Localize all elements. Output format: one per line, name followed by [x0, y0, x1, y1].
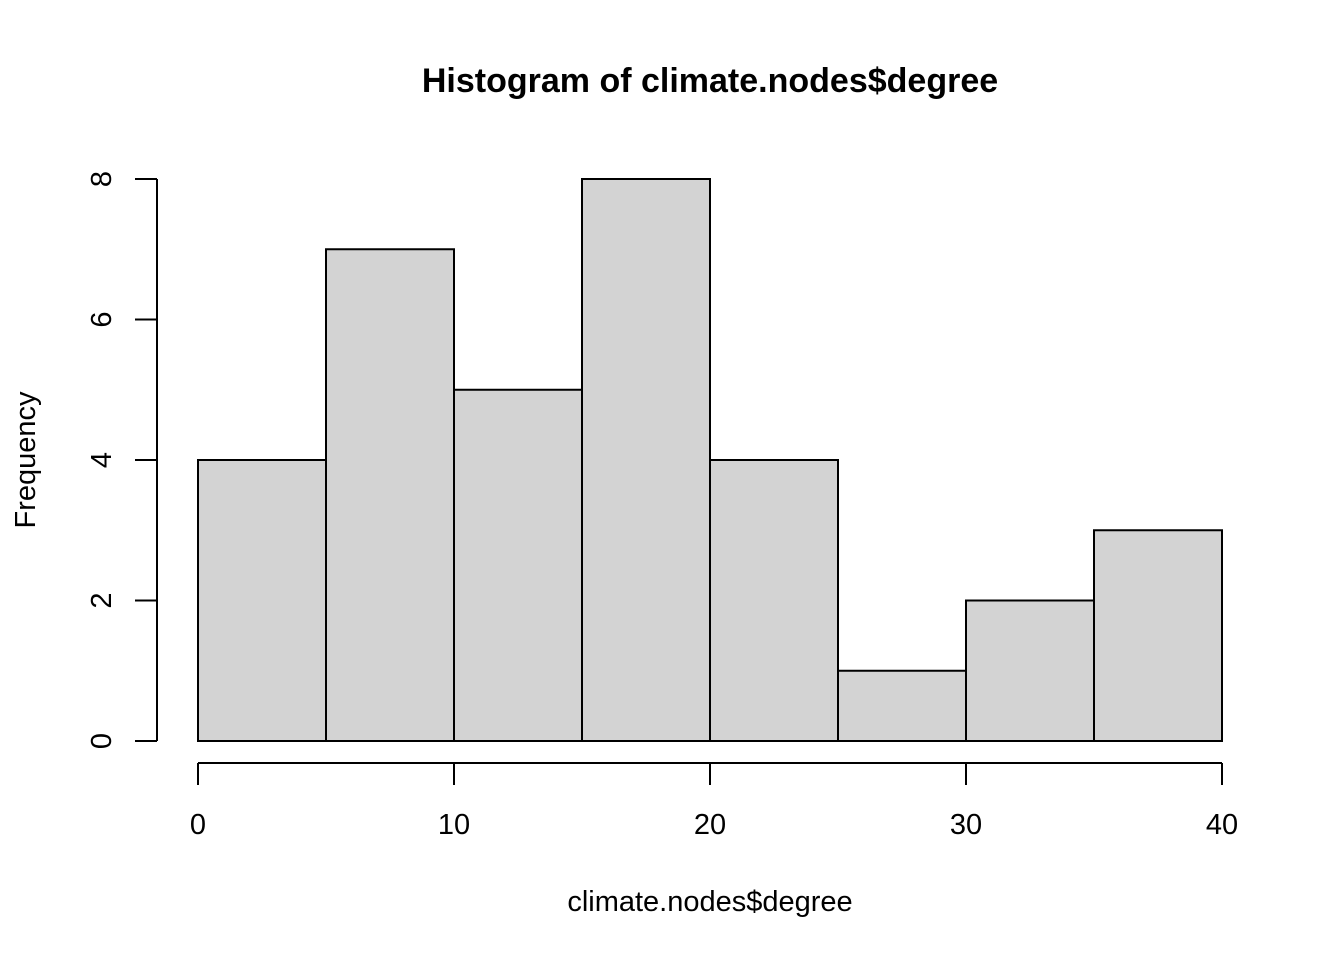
histogram-bar-5: [709, 459, 839, 742]
histogram-bar-3: [453, 388, 583, 742]
histogram-bar-1: [197, 459, 327, 742]
y-axis-label: Frequency: [10, 391, 42, 529]
y-tick-label-0: 0: [86, 733, 118, 749]
y-tick-label-2: 2: [86, 592, 118, 608]
histogram-bar-7: [965, 599, 1095, 742]
x-axis: 0 10 20 30 40: [190, 762, 1238, 841]
histogram-bar-2: [325, 248, 455, 742]
x-tick-label-0: 0: [190, 809, 206, 841]
histogram-bar-8: [1093, 529, 1223, 742]
y-axis: 0 2 4 6 8: [86, 171, 158, 749]
x-tick-label-20: 20: [694, 809, 726, 841]
histogram-bar-6: [837, 669, 967, 742]
y-tick-label-4: 4: [86, 452, 118, 468]
x-tick-label-30: 30: [950, 809, 982, 841]
histogram-bar-4: [581, 178, 711, 742]
y-tick-label-8: 8: [86, 171, 118, 187]
bars-group: [197, 178, 1223, 742]
x-axis-label: climate.nodes$degree: [567, 886, 852, 918]
y-tick-label-6: 6: [86, 311, 118, 327]
x-tick-label-10: 10: [438, 809, 470, 841]
chart-title: Histogram of climate.nodes$degree: [422, 62, 998, 100]
x-tick-label-40: 40: [1206, 809, 1238, 841]
